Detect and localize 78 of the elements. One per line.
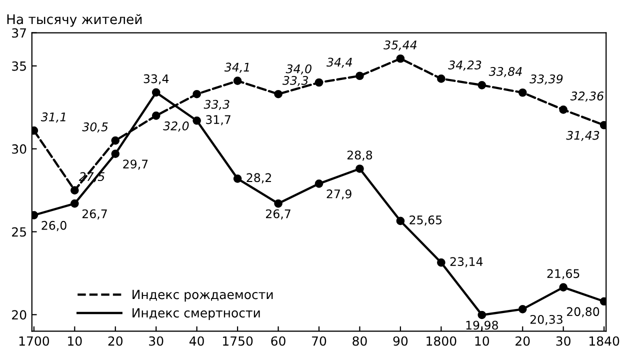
point — [437, 258, 446, 267]
point — [111, 136, 120, 145]
y-tick-label: 25 — [12, 227, 26, 237]
point — [314, 179, 324, 188]
point — [478, 310, 486, 320]
data-label: 26,0 — [42, 220, 66, 232]
point — [192, 90, 201, 98]
y-tick-label: 20 — [12, 310, 26, 320]
data-label: 32,0 — [163, 121, 189, 132]
point — [518, 305, 527, 314]
y-tick-label: 35 — [12, 61, 26, 71]
y-axis-title: На тысячу жителей — [7, 14, 142, 27]
x-tick-label: 20 — [516, 336, 530, 346]
point — [314, 78, 324, 87]
x-tick-label: 90 — [393, 336, 408, 346]
data-label: 28,8 — [347, 150, 372, 161]
point — [274, 199, 282, 208]
x-tick-label: 30 — [149, 336, 164, 346]
data-label: 25,65 — [410, 215, 442, 226]
data-label: 30,5 — [82, 122, 108, 133]
point — [70, 199, 79, 208]
point — [437, 74, 446, 83]
data-label: 31,1 — [40, 112, 66, 123]
legend-label: Индекс смертности — [132, 308, 260, 320]
data-label: 33,3 — [282, 76, 308, 86]
point — [274, 90, 282, 98]
point — [396, 216, 405, 226]
data-label: 33,3 — [204, 100, 230, 110]
data-label: 34,0 — [286, 64, 312, 74]
data-label: 34,23 — [448, 60, 482, 71]
data-label: 19,98 — [466, 320, 498, 331]
x-tick-label: 10 — [475, 336, 490, 346]
x-tick-label: 1800 — [426, 336, 456, 346]
data-label: 23,14 — [450, 257, 483, 268]
point — [396, 54, 405, 63]
y-tick-label: 37 — [12, 28, 26, 38]
data-label: 31,7 — [206, 115, 230, 126]
x-tick-label: 1700 — [19, 336, 50, 346]
data-label: 20,80 — [566, 307, 600, 318]
data-label: 29,7 — [123, 160, 148, 170]
point — [152, 88, 160, 97]
point — [70, 186, 79, 194]
point — [233, 76, 242, 86]
x-tick-label: 20 — [108, 336, 123, 346]
x-tick-label: 1750 — [223, 336, 253, 346]
x-tick-label: 1840 — [590, 336, 620, 346]
x-tick-label: 10 — [68, 336, 82, 346]
y-tick-label: 30 — [12, 144, 26, 154]
data-label: 28,2 — [246, 173, 271, 184]
data-label: 32,36 — [570, 92, 604, 102]
data-label: 21,65 — [547, 269, 580, 280]
point — [233, 174, 242, 183]
data-label: 26,7 — [266, 209, 290, 220]
point — [518, 88, 527, 97]
point — [111, 150, 120, 158]
point — [559, 106, 568, 114]
data-label: 35,44 — [384, 40, 417, 51]
x-tick-label: 40 — [189, 336, 204, 346]
point — [559, 283, 568, 292]
data-label: 20,33 — [530, 314, 562, 326]
data-label: 33,4 — [144, 74, 169, 84]
data-label: 34,4 — [326, 58, 352, 68]
legend-label: Индекс рождаемости — [132, 290, 273, 302]
point — [356, 72, 364, 80]
point — [192, 116, 201, 125]
point — [152, 112, 160, 120]
x-tick-label: 80 — [352, 336, 367, 346]
data-label: 33,84 — [488, 67, 522, 78]
x-tick-label: 30 — [556, 336, 570, 346]
data-label: 27,9 — [326, 189, 352, 200]
point — [356, 164, 364, 173]
data-label: 34,1 — [224, 62, 249, 73]
data-label: 31,43 — [566, 130, 600, 142]
data-label: 33,39 — [530, 74, 563, 85]
x-tick-label: 60 — [271, 336, 286, 346]
x-tick-label: 70 — [312, 336, 326, 346]
point — [478, 80, 486, 90]
data-label: 26,7 — [82, 209, 107, 220]
